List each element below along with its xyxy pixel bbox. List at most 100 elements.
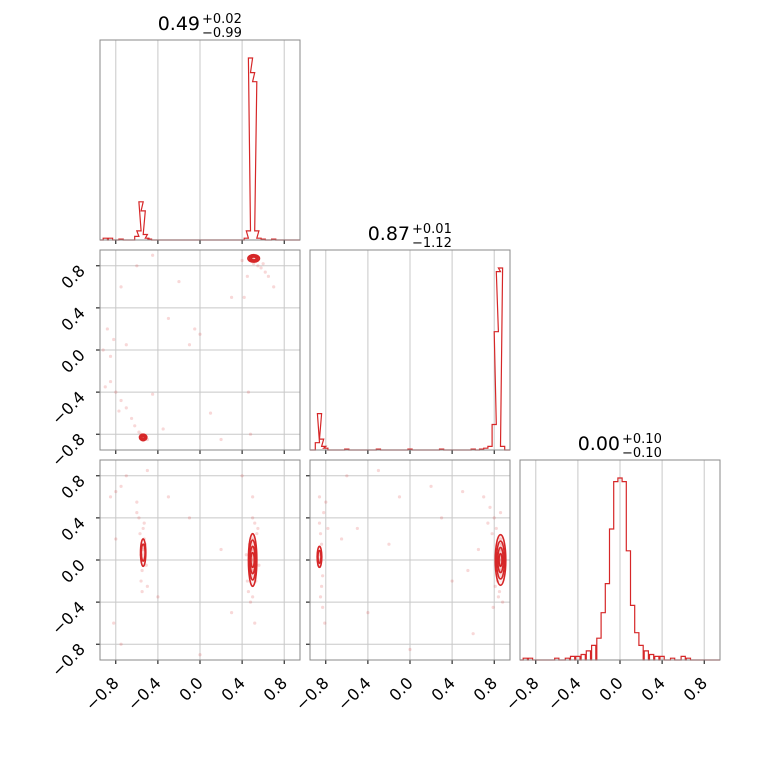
scatter-panel-2-1-point-36	[166, 316, 171, 321]
scatter-panel-3-2-point-38	[429, 484, 433, 488]
scatter-panel-3-2-point-22	[319, 542, 324, 546]
scatter-panel-3-2-point-30	[324, 500, 328, 504]
scatter-panel-3-1-point-40	[112, 621, 116, 625]
scatter-panel-2-1-point-43	[161, 427, 165, 431]
title-3-value: 0.00	[578, 433, 620, 455]
scatter-panel-3-1-ytick-label-1: −0.4	[48, 597, 89, 638]
scatter-panel-2-1-point-8	[263, 270, 267, 274]
scatter-panel-3-2-contour-1-1	[317, 549, 322, 564]
scatter-panel-2-1-point-44	[219, 437, 223, 442]
scatter-panel-3-2-point-49	[387, 542, 391, 546]
scatter-panel-3-2-point-29	[318, 595, 323, 599]
scatter-panel-2-1-point-20	[137, 430, 141, 434]
scatter-panel-2-1-point-5	[252, 262, 256, 266]
scatter-panel-3-2-point-34	[317, 495, 322, 499]
scatter-panel-2-1-point-34	[135, 264, 139, 268]
hist-panel-2-border	[309, 249, 511, 451]
scatter-panel-3-1-point-44	[166, 495, 171, 499]
scatter-panel-3-1-point-45	[198, 653, 202, 657]
scatter-panel-3-1-point-35	[135, 500, 139, 504]
panels-layer: −0.8 −0.4 0.0 0.4 0.8−0.8−0.40.00.40.8−0.8 −0…	[48, 39, 721, 714]
scatter-panel-3-2-point-27	[319, 584, 324, 588]
title-1-value: 0.49	[158, 13, 200, 35]
title-2-value: 0.87	[368, 223, 410, 245]
scatter-panel-3-1-point-43	[156, 595, 160, 599]
hist-panel-1	[99, 39, 301, 244]
scatter-panel-3-1-point-26	[138, 532, 142, 536]
scatter-panel-3-1-point-37	[114, 489, 118, 494]
scatter-panel-2-1-point-46	[101, 348, 105, 352]
scatter-panel-3-1-xtick-label-1: −0.4	[124, 673, 165, 714]
scatter-panel-3-2-point-15	[491, 605, 495, 609]
scatter-panel-3-1-ytick-label-2: 0.0	[57, 555, 88, 586]
scatter-panel-3-1-point-20	[141, 547, 145, 552]
scatter-panel-3-1-point-17	[245, 579, 249, 583]
scatter-panel-3-2-point-8	[494, 526, 498, 531]
hist-panel-3-xtick-label-4: 0.8	[680, 673, 711, 704]
scatter-panel-3-1-point-14	[251, 516, 255, 520]
scatter-panel-3-2-point-16	[482, 495, 486, 499]
scatter-panel-2-1-point-42	[177, 279, 181, 284]
scatter-panel-3-1-point-38	[119, 484, 123, 488]
scatter-panel-3-2-contour-0-3	[498, 552, 503, 568]
scatter-panel-3-1-point-13	[257, 563, 261, 567]
scatter-panel-2-1-point-35	[151, 392, 155, 396]
scatter-panel-3-2-point-36	[376, 468, 381, 473]
scatter-panel-2-1-point-23	[124, 406, 128, 410]
scatter-panel-3-2-point-31	[321, 605, 325, 609]
scatter-panel-3-1-xtick-label-3: 0.4	[218, 673, 249, 704]
scatter-panel-3-1-point-32	[145, 584, 149, 588]
scatter-panel-2-1-point-24	[119, 398, 123, 403]
scatter-panel-2-1-point-33	[119, 285, 123, 289]
title-2-plus: +0.01	[412, 222, 452, 237]
scatter-panel-3-1-point-0	[251, 558, 255, 562]
scatter-panel-3-2-point-44	[408, 647, 412, 652]
scatter-panel-3-1-ytick-label-0: −0.8	[48, 640, 89, 681]
scatter-panel-2-1-point-41	[229, 295, 234, 299]
scatter-panel-2-1-point-13	[248, 432, 253, 436]
scatter-panel-3-1-point-19	[253, 621, 257, 625]
scatter-panel-2-1-point-25	[114, 390, 118, 394]
scatter-panel-2-1-point-10	[245, 274, 249, 278]
scatter-panel-3-1-point-50	[114, 537, 118, 541]
scatter-panel-3-2-point-48	[476, 547, 481, 552]
scatter-panel-2-1-point-31	[112, 337, 116, 342]
hist-panel-3-xtick-label-2: 0.0	[595, 673, 626, 704]
scatter-panel-2-1-point-39	[187, 343, 192, 347]
scatter-panel-3-2-point-40	[466, 568, 470, 573]
scatter-panel-2-1-contour-1-2	[141, 435, 146, 440]
scatter-panel-3-1-xtick-label-4: 0.8	[260, 673, 291, 704]
scatter-panel-3-1-point-36	[108, 495, 113, 499]
hist-panel-2	[309, 249, 511, 454]
scatter-panel-3-1-border	[99, 459, 301, 661]
scatter-panel-3-1-point-12	[244, 553, 248, 557]
scatter-panel-2-1-point-7	[259, 266, 263, 270]
scatter-panel-3-2-point-14	[488, 505, 492, 509]
scatter-panel-3-1-point-46	[229, 611, 234, 615]
hist-panel-3-xtick-label-3: 0.4	[638, 673, 669, 704]
scatter-panel-3-2-point-46	[439, 516, 444, 520]
scatter-panel-2-1-point-22	[133, 424, 137, 428]
scatter-panel-3-2-point-25	[321, 574, 325, 578]
scatter-panel-3-2-point-33	[323, 621, 327, 625]
scatter-panel-3-2-point-41	[450, 579, 454, 583]
scatter-panel-3-2-point-42	[355, 526, 359, 531]
scatter-panel-3-2-point-11	[496, 595, 501, 599]
scatter-panel-3-1-point-16	[255, 532, 259, 536]
scatter-panel-2-1-point-49	[151, 253, 155, 257]
scatter-panel-2-1-point-29	[117, 409, 121, 413]
scatter-panel-2-1-ytick-label-4: 0.8	[57, 261, 88, 292]
scatter-panel-3-1-contour-0-3	[250, 551, 256, 569]
scatter-panel-3-2-point-17	[486, 521, 490, 525]
scatter-panel-2-1-point-27	[103, 385, 107, 389]
scatter-panel-3-2-contour-0-2	[496, 546, 505, 574]
scatter-panel-3-2-point-18	[501, 600, 505, 604]
scatter-panel-3-2-point-28	[322, 511, 326, 515]
scatter-panel-2-1-point-30	[108, 354, 113, 358]
scatter-panel-3-2-point-12	[490, 532, 494, 536]
title-2-minus: −1.12	[412, 236, 452, 251]
scatter-panel-3-2-point-13	[493, 584, 497, 588]
scatter-panel-3-1-ytick-label-3: 0.4	[57, 513, 88, 544]
scatter-panel-3-1-point-47	[240, 474, 244, 478]
